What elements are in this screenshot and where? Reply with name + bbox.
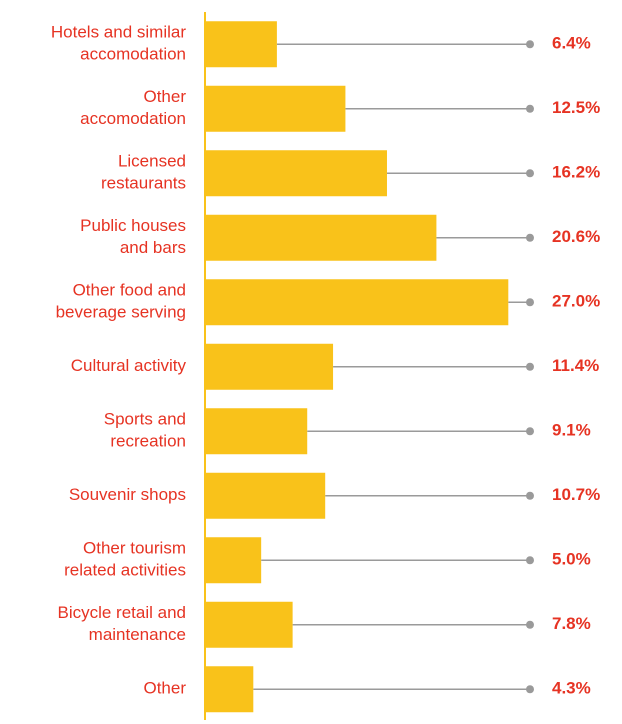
category-label-line: Other food and <box>73 281 186 300</box>
category-label-line: Bicycle retail and <box>57 603 186 622</box>
category-label: Hotels and similar accomodation <box>51 23 186 64</box>
bar <box>205 666 254 713</box>
category-label-line: Souvenir shops <box>69 485 186 504</box>
category-label: Souvenir shops <box>69 485 186 504</box>
value-label: 5.0% <box>552 550 591 569</box>
category-label-line: recreation <box>110 432 186 451</box>
value-label: 11.4% <box>552 356 599 375</box>
bar <box>205 472 326 519</box>
category-label-line: accomodation <box>80 109 186 128</box>
value-label: 10.7% <box>552 485 600 504</box>
category-label: Bicycle retail and maintenance <box>57 603 186 644</box>
bar <box>205 279 509 326</box>
value-label: 4.3% <box>552 679 591 698</box>
category-label-line: Licensed <box>118 152 186 171</box>
value-label: 20.6% <box>552 227 600 246</box>
value-label: 7.8% <box>552 614 591 633</box>
connector-dot <box>526 104 534 113</box>
bar <box>205 343 334 390</box>
connector-dot <box>526 685 534 694</box>
category-label-line: Other tourism <box>83 539 186 558</box>
category-label-line: Public houses <box>80 216 186 235</box>
category-label: Other <box>143 679 186 698</box>
connector-dot <box>526 362 534 371</box>
category-label-line: and bars <box>120 238 186 257</box>
category-label: Cultural activity <box>71 356 187 375</box>
category-label-line: restaurants <box>101 174 186 193</box>
bar <box>205 150 387 197</box>
bar <box>205 408 308 455</box>
category-label: Other tourism related activities <box>64 539 186 580</box>
connector-dot <box>526 427 534 436</box>
connector-dot <box>526 40 534 49</box>
category-label: Public houses and bars <box>80 216 186 257</box>
connector-dot <box>526 298 534 307</box>
category-label: Sports and recreation <box>104 410 186 451</box>
connector-dot <box>526 620 534 629</box>
value-label: 27.0% <box>552 292 600 311</box>
category-label-line: related activities <box>64 561 186 580</box>
bar <box>205 601 293 648</box>
category-label: Other accomodation <box>80 87 186 128</box>
value-label: 12.5% <box>552 98 600 117</box>
category-label-line: Other <box>143 87 186 106</box>
value-label: 16.2% <box>552 163 600 182</box>
connector-dot <box>526 491 534 500</box>
category-label-line: Hotels and similar <box>51 23 186 42</box>
bar <box>205 214 437 261</box>
value-label: 6.4% <box>552 34 591 53</box>
category-label-line: accomodation <box>80 45 186 64</box>
category-label: Other food and beverage serving <box>56 281 186 322</box>
category-label-line: beverage serving <box>56 303 186 322</box>
category-label-line: Other <box>143 679 186 698</box>
connector-dot <box>526 556 534 565</box>
category-label-line: maintenance <box>89 625 186 644</box>
category-label: Licensed restaurants <box>101 152 186 193</box>
category-label-line: Sports and <box>104 410 186 429</box>
bar <box>205 21 277 68</box>
category-label-line: Cultural activity <box>71 356 187 375</box>
bar <box>205 537 262 584</box>
connector-dot <box>526 169 534 178</box>
bar <box>205 85 346 132</box>
value-label: 9.1% <box>552 421 591 440</box>
connector-dot <box>526 233 534 242</box>
